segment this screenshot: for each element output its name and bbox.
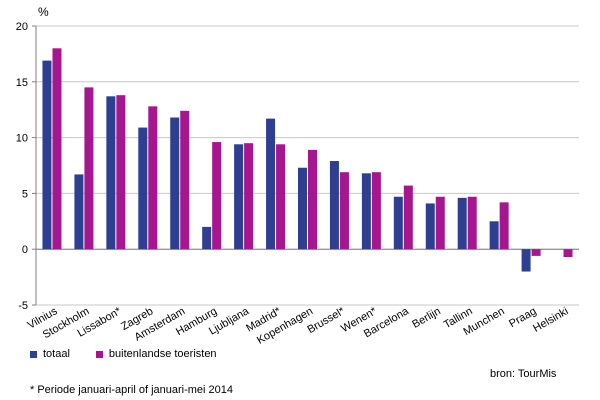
bar-buitenlandse-toeristen bbox=[244, 143, 254, 250]
y-tick-label: 20 bbox=[16, 21, 28, 33]
bar-totaal bbox=[457, 197, 467, 250]
bars bbox=[42, 48, 573, 272]
legend-item-totaal: totaal bbox=[30, 348, 70, 360]
bar-totaal bbox=[425, 203, 435, 250]
bar-totaal bbox=[138, 127, 148, 250]
bar-buitenlandse-toeristen bbox=[308, 149, 317, 250]
bar-buitenlandse-toeristen bbox=[276, 144, 286, 250]
bar-totaal bbox=[266, 118, 276, 250]
x-tick-label: Helsinki bbox=[531, 305, 570, 335]
footnote: * Periode januari-april of januari-mei 2… bbox=[30, 384, 234, 396]
legend-swatch-buitenlandse-toeristen bbox=[95, 350, 103, 358]
y-tick-label: -5 bbox=[18, 300, 28, 312]
x-tick-label: Brussel* bbox=[305, 305, 347, 336]
bar-totaal bbox=[361, 173, 371, 250]
legend-item-buitenlandse-toeristen: buitenlandse toeristen bbox=[95, 348, 217, 360]
bar-buitenlandse-toeristen bbox=[212, 142, 222, 250]
legend-label-totaal: totaal bbox=[43, 348, 70, 360]
bar-totaal bbox=[74, 174, 84, 250]
y-tick-label: 0 bbox=[22, 244, 28, 256]
bar-buitenlandse-toeristen bbox=[148, 106, 158, 250]
y-tick-label: 5 bbox=[22, 188, 28, 200]
legend: totaal buitenlandse toeristen bbox=[30, 348, 217, 360]
bar-totaal bbox=[393, 196, 403, 250]
bar-buitenlandse-toeristen bbox=[467, 196, 477, 250]
bar-buitenlandse-toeristen bbox=[499, 202, 509, 250]
y-tick-label: 10 bbox=[16, 133, 28, 145]
y-tick-label: 15 bbox=[16, 77, 28, 89]
bar-totaal bbox=[298, 167, 307, 250]
bar-buitenlandse-toeristen bbox=[531, 249, 541, 256]
bar-buitenlandse-toeristen bbox=[84, 87, 94, 250]
bar-totaal bbox=[106, 96, 116, 250]
y-unit-label: % bbox=[38, 5, 49, 19]
legend-label-buitenlandse-toeristen: buitenlandse toeristen bbox=[108, 348, 217, 360]
bar-buitenlandse-toeristen bbox=[339, 172, 349, 250]
bar-totaal bbox=[234, 144, 244, 250]
source-note: bron: TourMis bbox=[490, 368, 557, 380]
x-tick-labels: VilniusStockholmLissabon*ZagrebAmsterdam… bbox=[26, 305, 571, 345]
axes bbox=[32, 25, 579, 306]
bar-totaal bbox=[170, 117, 180, 250]
bar-totaal bbox=[329, 161, 339, 250]
bar-chart: -5 0 5 10 15 20 VilniusStockholmLissabon*Zagr… bbox=[16, 5, 579, 345]
bar-buitenlandse-toeristen bbox=[116, 95, 126, 250]
legend-swatch-totaal bbox=[30, 350, 37, 358]
bar-buitenlandse-toeristen bbox=[180, 110, 190, 250]
bar-buitenlandse-toeristen bbox=[403, 185, 413, 250]
bar-buitenlandse-toeristen bbox=[563, 249, 573, 258]
x-tick-label: Berlijn bbox=[410, 305, 442, 331]
bar-buitenlandse-toeristen bbox=[52, 48, 62, 250]
bar-buitenlandse-toeristen bbox=[371, 172, 381, 250]
bar-totaal bbox=[42, 60, 52, 250]
bar-totaal bbox=[202, 226, 212, 250]
bar-totaal bbox=[521, 249, 531, 272]
bar-totaal bbox=[489, 221, 499, 250]
y-tick-labels: -5 0 5 10 15 20 bbox=[16, 21, 28, 312]
bar-buitenlandse-toeristen bbox=[435, 196, 445, 250]
